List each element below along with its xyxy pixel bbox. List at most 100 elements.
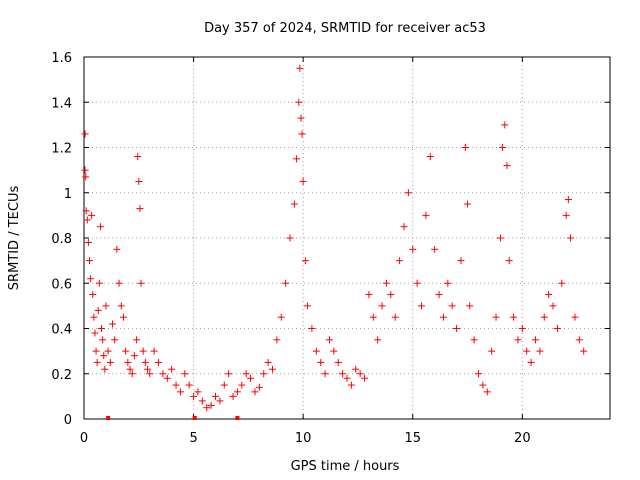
data-point bbox=[83, 216, 91, 224]
data-point bbox=[527, 358, 535, 366]
data-point bbox=[290, 200, 298, 208]
data-point bbox=[505, 257, 513, 265]
data-point bbox=[216, 397, 224, 405]
data-point bbox=[133, 336, 141, 344]
data-point bbox=[84, 239, 92, 247]
data-point bbox=[93, 358, 101, 366]
y-ticks: 0 0.2 0.4 0.6 0.8 1 1.2 1.4 1.6 bbox=[51, 51, 610, 428]
data-point bbox=[225, 370, 233, 378]
data-point bbox=[374, 336, 382, 344]
data-point bbox=[378, 302, 386, 310]
y-tick-label: 0.2 bbox=[51, 368, 72, 383]
data-point bbox=[81, 166, 89, 174]
x-tick-label: 5 bbox=[189, 431, 197, 446]
y-tick-label: 0.6 bbox=[51, 277, 72, 292]
data-point bbox=[89, 291, 97, 299]
data-point bbox=[564, 196, 572, 204]
data-point bbox=[553, 325, 561, 332]
data-point bbox=[98, 325, 106, 332]
data-point bbox=[277, 313, 285, 321]
data-point bbox=[391, 313, 399, 321]
y-tick-label: 0.4 bbox=[51, 323, 72, 338]
data-point bbox=[194, 388, 202, 396]
data-point bbox=[198, 397, 206, 405]
data-point bbox=[321, 370, 329, 378]
data-point bbox=[233, 388, 241, 396]
data-point bbox=[523, 347, 531, 355]
data-point bbox=[122, 347, 130, 355]
data-point bbox=[531, 336, 539, 344]
data-point bbox=[168, 365, 176, 373]
data-point bbox=[496, 234, 504, 242]
data-point bbox=[104, 347, 112, 355]
data-point bbox=[159, 370, 167, 378]
data-point bbox=[108, 320, 116, 328]
data-point bbox=[352, 365, 360, 373]
data-point bbox=[100, 352, 108, 360]
data-point bbox=[296, 64, 304, 72]
data-point bbox=[101, 365, 109, 373]
data-point bbox=[87, 275, 95, 283]
data-point bbox=[387, 291, 395, 299]
x-axis-label: GPS time / hours bbox=[291, 459, 400, 474]
data-point bbox=[90, 313, 98, 321]
data-point bbox=[81, 130, 89, 138]
data-point bbox=[106, 358, 114, 366]
x-tick-label: 15 bbox=[404, 431, 421, 446]
data-point bbox=[229, 392, 237, 400]
data-points bbox=[81, 64, 588, 412]
data-point bbox=[510, 313, 518, 321]
data-point bbox=[172, 381, 180, 389]
data-point bbox=[91, 329, 99, 337]
data-point bbox=[503, 162, 511, 170]
data-point bbox=[126, 365, 134, 373]
data-point bbox=[117, 302, 125, 310]
y-axis-label: SRMTID / TECUs bbox=[7, 186, 22, 291]
data-point bbox=[212, 392, 219, 400]
data-point bbox=[382, 279, 390, 287]
data-point bbox=[330, 347, 338, 355]
data-point bbox=[82, 173, 90, 181]
data-point bbox=[334, 358, 342, 366]
data-point bbox=[536, 347, 544, 355]
data-point bbox=[325, 336, 333, 344]
data-point bbox=[308, 325, 316, 332]
data-point bbox=[545, 291, 553, 299]
chart-title: Day 357 of 2024, SRMTID for receiver ac5… bbox=[204, 21, 486, 36]
data-point bbox=[567, 234, 575, 242]
data-point bbox=[238, 381, 246, 389]
data-point bbox=[94, 306, 102, 314]
data-point bbox=[102, 302, 110, 310]
data-point bbox=[268, 365, 276, 373]
data-point bbox=[400, 223, 408, 231]
data-point bbox=[264, 358, 272, 366]
x-ticks: 0 5 10 15 20 bbox=[80, 57, 531, 446]
data-point bbox=[146, 370, 154, 378]
y-gridlines bbox=[84, 101, 610, 375]
data-point bbox=[457, 257, 465, 265]
data-point bbox=[207, 401, 215, 409]
data-point bbox=[439, 313, 447, 321]
data-point bbox=[203, 404, 211, 412]
y-tick-label: 1.4 bbox=[51, 96, 72, 111]
data-point bbox=[251, 388, 259, 396]
data-point bbox=[293, 155, 301, 163]
axis-marker bbox=[106, 416, 111, 420]
data-point bbox=[369, 313, 377, 321]
data-point bbox=[464, 200, 472, 208]
data-point bbox=[96, 223, 104, 231]
data-point bbox=[426, 153, 434, 161]
data-point bbox=[115, 279, 123, 287]
data-point bbox=[92, 347, 100, 355]
data-point bbox=[88, 211, 96, 219]
data-point bbox=[422, 211, 430, 219]
data-point bbox=[139, 347, 147, 355]
data-point bbox=[242, 370, 250, 378]
data-point bbox=[255, 383, 263, 391]
data-point bbox=[273, 336, 281, 344]
data-point bbox=[461, 144, 469, 151]
data-point bbox=[95, 279, 103, 287]
data-point bbox=[150, 347, 158, 355]
data-point bbox=[479, 381, 487, 389]
data-point bbox=[299, 177, 307, 185]
